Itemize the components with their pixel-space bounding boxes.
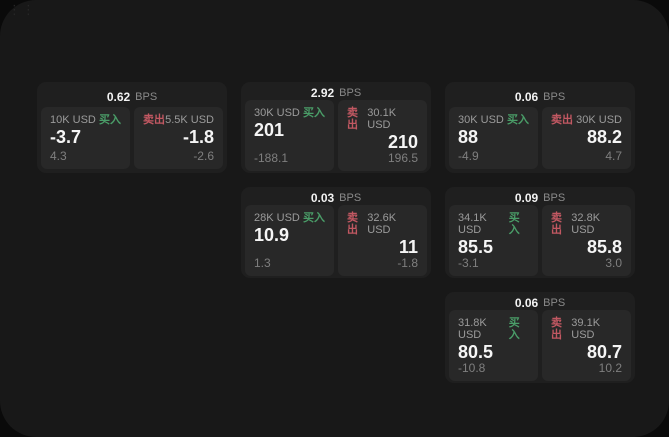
spread-value: 0.62 xyxy=(106,89,131,104)
sell-price: 210 xyxy=(387,132,418,152)
spread-header: 0.06 BPS xyxy=(449,296,631,310)
sell-delta: -1.8 xyxy=(397,256,418,270)
buy-panel[interactable]: 34.1K USD 买入 85.5 -3.1 xyxy=(449,205,538,276)
buy-panel[interactable]: 30K USD 买入 201 -188.1 xyxy=(245,100,334,171)
quote-card: 0.06 BPS 31.8K USD 买入 80.5 -10.8 卖出 39.1… xyxy=(445,292,635,383)
spread-value: 0.06 xyxy=(514,89,539,104)
sell-side-label: 卖出 xyxy=(551,317,562,341)
sell-panel[interactable]: 卖出 32.6K USD 11 -1.8 xyxy=(338,205,427,276)
drag-handle-icon[interactable]: ⋮⋮ xyxy=(8,2,36,17)
buy-price: 88 xyxy=(458,127,479,147)
buy-notional: 30K USD xyxy=(254,107,300,119)
spread-value: 0.03 xyxy=(310,191,335,205)
sell-price: -1.8 xyxy=(182,127,214,147)
spread-unit: BPS xyxy=(543,90,566,103)
quote-card: 0.06 BPS 30K USD 买入 88 -4.9 卖出 30K USD 8… xyxy=(445,82,635,173)
buy-panel[interactable]: 30K USD 买入 88 -4.9 xyxy=(449,107,538,169)
sell-notional: 32.8K USD xyxy=(571,212,601,236)
sell-side-label: 卖出 xyxy=(551,212,562,236)
sell-price: 88.2 xyxy=(586,127,622,147)
sell-notional: 5.5K USD xyxy=(165,114,214,126)
spread-header: 2.92 BPS xyxy=(245,86,427,100)
buy-delta: 4.3 xyxy=(50,149,67,163)
sell-panel[interactable]: 卖出 30K USD 88.2 4.7 xyxy=(542,107,631,169)
buy-price: 201 xyxy=(254,120,285,140)
sell-delta: 4.7 xyxy=(605,149,622,163)
buy-delta: -3.1 xyxy=(458,256,479,270)
sell-notional: 32.6K USD xyxy=(367,212,397,236)
buy-notional: 31.8K USD xyxy=(458,317,487,341)
sell-side-label: 卖出 xyxy=(347,212,358,236)
quote-card: 0.09 BPS 34.1K USD 买入 85.5 -3.1 卖出 32.8K… xyxy=(445,187,635,278)
sell-notional: 30.1K USD xyxy=(367,107,397,131)
buy-side-label: 买入 xyxy=(507,114,529,126)
sell-delta: 3.0 xyxy=(605,256,622,270)
spread-unit: BPS xyxy=(543,192,566,204)
sell-panel[interactable]: 卖出 39.1K USD 80.7 10.2 xyxy=(542,310,631,381)
sell-notional: 39.1K USD xyxy=(571,317,601,341)
quote-grid: 0.62 BPS 10K USD 买入 -3.7 4.3 卖出 5.5K USD… xyxy=(37,82,635,383)
buy-side-label: 买入 xyxy=(99,114,121,126)
sell-side-label: 卖出 xyxy=(347,107,358,131)
buy-side-label: 买入 xyxy=(303,107,325,119)
spread-value: 0.09 xyxy=(514,191,539,205)
sell-panel[interactable]: 卖出 30.1K USD 210 196.5 xyxy=(338,100,427,171)
sell-price: 80.7 xyxy=(586,342,622,362)
quote-card: 0.62 BPS 10K USD 买入 -3.7 4.3 卖出 5.5K USD… xyxy=(37,82,227,173)
buy-notional: 34.1K USD xyxy=(458,212,487,236)
buy-price: -3.7 xyxy=(50,127,82,147)
buy-side-label: 买入 xyxy=(508,212,520,236)
spread-unit: BPS xyxy=(339,87,362,99)
quote-card: 0.03 BPS 28K USD 买入 10.9 1.3 卖出 32.6K US… xyxy=(241,187,431,278)
spread-unit: BPS xyxy=(339,192,362,204)
buy-side-label: 买入 xyxy=(508,317,520,341)
buy-notional: 10K USD xyxy=(50,114,96,126)
spread-value: 0.06 xyxy=(514,296,539,310)
spread-header: 0.09 BPS xyxy=(449,191,631,205)
spread-header: 0.03 BPS xyxy=(245,191,427,205)
sell-side-label: 卖出 xyxy=(551,114,573,126)
buy-price: 10.9 xyxy=(254,225,290,245)
buy-delta: -188.1 xyxy=(254,151,289,165)
buy-side-label: 买入 xyxy=(303,212,325,224)
sell-panel[interactable]: 卖出 32.8K USD 85.8 3.0 xyxy=(542,205,631,276)
buy-panel[interactable]: 28K USD 买入 10.9 1.3 xyxy=(245,205,334,276)
buy-notional: 30K USD xyxy=(458,114,504,126)
buy-price: 80.5 xyxy=(458,342,494,362)
buy-panel[interactable]: 10K USD 买入 -3.7 4.3 xyxy=(41,107,130,169)
buy-delta: 1.3 xyxy=(254,256,271,270)
sell-price: 85.8 xyxy=(586,237,622,257)
sell-notional: 30K USD xyxy=(576,114,622,126)
spread-unit: BPS xyxy=(543,297,566,309)
spread-header: 0.62 BPS xyxy=(41,86,223,107)
spread-value: 2.92 xyxy=(310,86,335,100)
buy-delta: -4.9 xyxy=(458,149,479,163)
buy-notional: 28K USD xyxy=(254,212,300,224)
sell-price: 11 xyxy=(398,237,418,257)
sell-delta: -2.6 xyxy=(193,149,214,163)
quote-card: 2.92 BPS 30K USD 买入 201 -188.1 卖出 30.1K … xyxy=(241,82,431,173)
sell-delta: 10.2 xyxy=(598,361,622,375)
spread-unit: BPS xyxy=(135,90,158,103)
buy-price: 85.5 xyxy=(458,237,494,257)
spread-header: 0.06 BPS xyxy=(449,86,631,107)
sell-delta: 196.5 xyxy=(387,151,418,165)
buy-delta: -10.8 xyxy=(458,361,486,375)
buy-panel[interactable]: 31.8K USD 买入 80.5 -10.8 xyxy=(449,310,538,381)
sell-panel[interactable]: 卖出 5.5K USD -1.8 -2.6 xyxy=(134,107,223,169)
sell-side-label: 卖出 xyxy=(143,114,165,126)
